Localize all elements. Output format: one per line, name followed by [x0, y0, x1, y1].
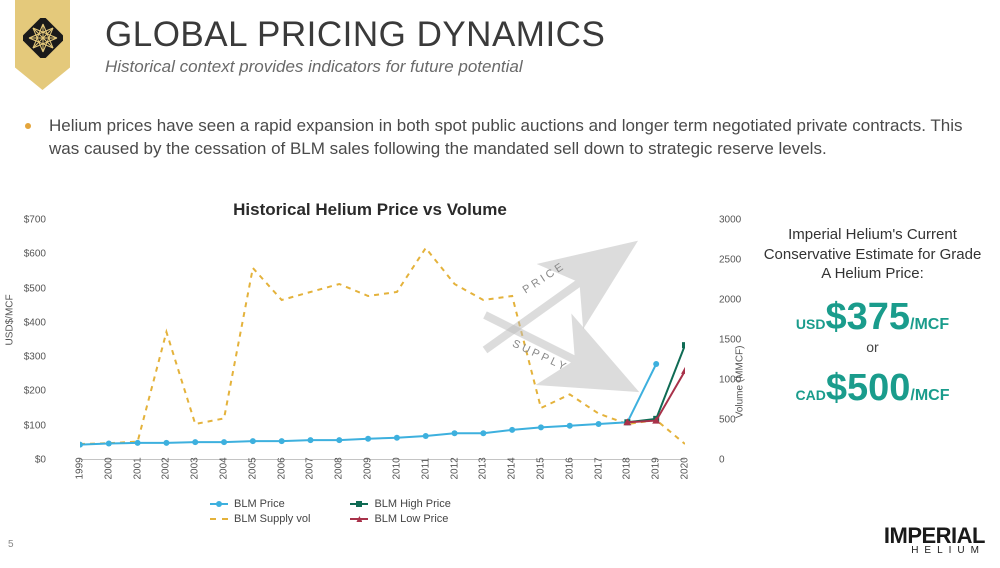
legend-label: BLM Price	[234, 498, 285, 510]
xtick: 2013	[478, 457, 489, 479]
xtick: 2012	[449, 457, 460, 479]
xtick: 2019	[651, 457, 662, 479]
xtick: 2015	[535, 457, 546, 479]
ytick-left: $0	[35, 455, 46, 466]
xtick: 2001	[132, 457, 143, 479]
ytick-right: 0	[719, 455, 725, 466]
xtick: 1999	[75, 457, 86, 479]
ytick-left: $100	[24, 420, 46, 431]
legend-label: BLM Low Price	[374, 513, 448, 525]
xtick: 2011	[420, 458, 431, 480]
xtick: 2005	[247, 457, 258, 479]
footer-logo: IMPERIAL HELIUM	[884, 523, 985, 556]
legend-item: BLM High Price	[350, 498, 450, 510]
sunburst-icon	[23, 18, 63, 58]
cad-price: $500	[826, 367, 911, 409]
xtick: 2010	[391, 457, 402, 479]
ytick-right: 2500	[719, 255, 741, 266]
ytick-left: $500	[24, 283, 46, 294]
ytick-left: $300	[24, 352, 46, 363]
xtick: 2017	[593, 457, 604, 479]
cad-currency: CAD	[796, 387, 826, 403]
estimate-sidebar: Imperial Helium's Current Conservative E…	[760, 225, 985, 410]
xtick: 2018	[622, 457, 633, 479]
xtick: 2002	[161, 457, 172, 479]
ytick-right: 3000	[719, 215, 741, 226]
ytick-left: $600	[24, 249, 46, 260]
brand-tab	[15, 0, 70, 90]
legend-item: BLM Price	[210, 498, 310, 510]
chart-legend: BLM Price BLM Supply vol BLM High Price …	[210, 498, 451, 525]
xtick: 2006	[276, 457, 287, 479]
page-number: 5	[8, 539, 14, 550]
bullet-block: Helium prices have seen a rapid expansio…	[25, 115, 980, 161]
chart-title: Historical Helium Price vs Volume	[10, 200, 730, 220]
legend-item: BLM Supply vol	[210, 513, 310, 525]
ytick-left: $200	[24, 386, 46, 397]
xtick: 2014	[507, 457, 518, 479]
legend-label: BLM High Price	[374, 498, 450, 510]
usd-per: /MCF	[910, 316, 949, 333]
bullet-text: Helium prices have seen a rapid expansio…	[49, 115, 980, 161]
bullet-icon	[25, 123, 31, 129]
cad-per: /MCF	[910, 387, 949, 404]
estimate-lead: Imperial Helium's Current Conservative E…	[760, 225, 985, 284]
xtick: 2003	[190, 457, 201, 479]
legend-item: BLM Low Price	[350, 513, 450, 525]
ytick-left: $700	[24, 215, 46, 226]
xtick: 2007	[305, 457, 316, 479]
xtick: 2008	[334, 457, 345, 479]
page-title: GLOBAL PRICING DYNAMICS	[105, 15, 605, 55]
price-volume-chart: Historical Helium Price vs Volume USD$/M…	[10, 200, 730, 525]
xtick: 2016	[564, 457, 575, 479]
or-label: or	[760, 339, 985, 355]
xtick: 2004	[219, 457, 230, 479]
xtick: 2009	[363, 457, 374, 479]
xtick: 2000	[103, 457, 114, 479]
ytick-right: 1500	[719, 335, 741, 346]
ytick-left: $400	[24, 317, 46, 328]
ytick-right: 1000	[719, 375, 741, 386]
ytick-right: 500	[719, 415, 736, 426]
xtick: 2020	[680, 457, 691, 479]
usd-currency: USD	[796, 316, 826, 332]
y-axis-left-label: USD$/MCF	[5, 294, 16, 345]
legend-label: BLM Supply vol	[234, 513, 310, 525]
ytick-right: 2000	[719, 295, 741, 306]
page-subtitle: Historical context provides indicators f…	[105, 57, 605, 77]
usd-price: $375	[825, 296, 910, 338]
